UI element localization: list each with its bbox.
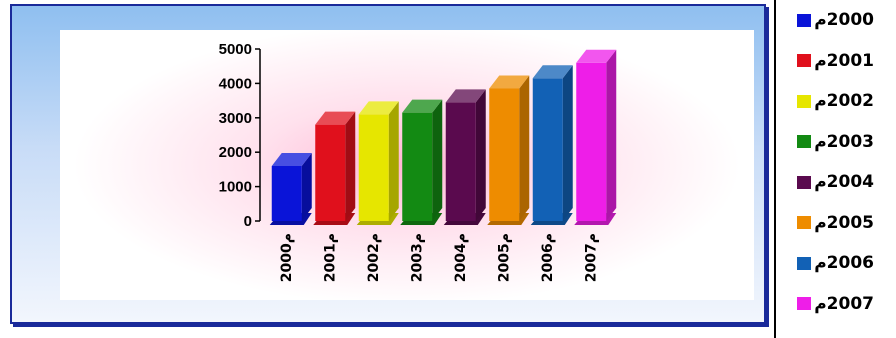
legend-item: 2000م	[797, 10, 874, 30]
bar-top	[402, 99, 443, 113]
bar-front	[271, 165, 302, 221]
bar-side	[432, 99, 443, 221]
bar-side	[606, 49, 617, 222]
bar-top	[445, 89, 486, 103]
y-tick-label: 2000	[219, 144, 252, 161]
bar-front	[445, 102, 476, 221]
legend-label: 2002م	[814, 91, 874, 111]
legend-item: 2005م	[797, 213, 874, 233]
bar	[356, 101, 399, 225]
legend-label: 2004م	[814, 172, 874, 192]
legend-label: 2005م	[814, 212, 874, 233]
legend-item: 2001م	[797, 51, 874, 71]
legend-swatch	[797, 216, 812, 229]
legend-swatch	[797, 13, 812, 27]
legend-swatch	[797, 297, 812, 310]
y-tick-label: 3000	[219, 110, 252, 127]
x-tick-label: 2005م	[496, 233, 512, 282]
bar-top	[358, 101, 399, 115]
legend-swatch	[797, 94, 812, 108]
y-tick-label: 0	[244, 213, 252, 230]
y-tick-label: 4000	[219, 75, 252, 92]
legend-swatch	[797, 175, 812, 189]
bar	[269, 152, 312, 225]
legend-item: 2004م	[797, 172, 874, 192]
legend-item: 2006م	[797, 253, 874, 273]
legend-swatch	[797, 256, 812, 270]
bar	[313, 111, 356, 225]
bar-front	[402, 112, 433, 221]
bar-top	[315, 111, 356, 125]
bar-top	[576, 49, 617, 63]
x-tick-label: 2006م	[540, 233, 556, 282]
bar	[487, 75, 530, 225]
bar-side	[388, 101, 399, 221]
bar	[443, 89, 486, 225]
bar-front	[315, 124, 346, 221]
legend-swatch	[797, 54, 812, 67]
legend-item: 2002م	[797, 91, 874, 111]
bar-chart: 0 1000 2000 3000 4000 5000 2000م 2001م 2002م 2003…	[219, 41, 617, 282]
bar-front	[489, 88, 520, 221]
bar-top	[271, 152, 312, 166]
bar-top	[489, 75, 530, 89]
chart-legend: 2000م 2001م 2002م 2003م 2004م 2005م 2006م 2007م	[774, 0, 896, 338]
x-tick-label: 2003م	[409, 233, 425, 282]
legend-label: 2001م	[814, 50, 874, 71]
x-tick-label: 2002م	[366, 233, 382, 282]
y-tick-label: 5000	[219, 41, 252, 58]
bar-top	[532, 65, 573, 79]
legend-label: 2006م	[814, 253, 874, 273]
legend-item: 2003م	[797, 132, 874, 152]
legend-label: 2007م	[814, 293, 874, 314]
bar-side	[301, 152, 312, 221]
x-tick-label: 2004م	[453, 233, 469, 282]
bar	[574, 49, 617, 225]
bar-side	[345, 111, 356, 221]
bar	[530, 65, 573, 225]
legend-swatch	[797, 135, 812, 148]
chart-frame: 0 1000 2000 3000 4000 5000 2000م 2001م 2002م 2003…	[10, 4, 766, 324]
legend-label: 2003م	[814, 131, 874, 152]
legend-item: 2007م	[797, 294, 874, 314]
bar-side	[475, 89, 486, 221]
bar-front	[576, 62, 607, 222]
bar-front	[358, 114, 389, 221]
bar	[400, 99, 443, 225]
x-tick-label: 2007م	[583, 233, 599, 282]
y-tick-label: 1000	[219, 179, 252, 196]
x-tick-label: 2001م	[322, 233, 338, 282]
bar-side	[562, 65, 573, 221]
bar-side	[519, 75, 530, 221]
legend-label: 2000م	[814, 10, 874, 30]
bar-front	[532, 78, 563, 222]
x-tick-label: 2000م	[279, 233, 295, 282]
